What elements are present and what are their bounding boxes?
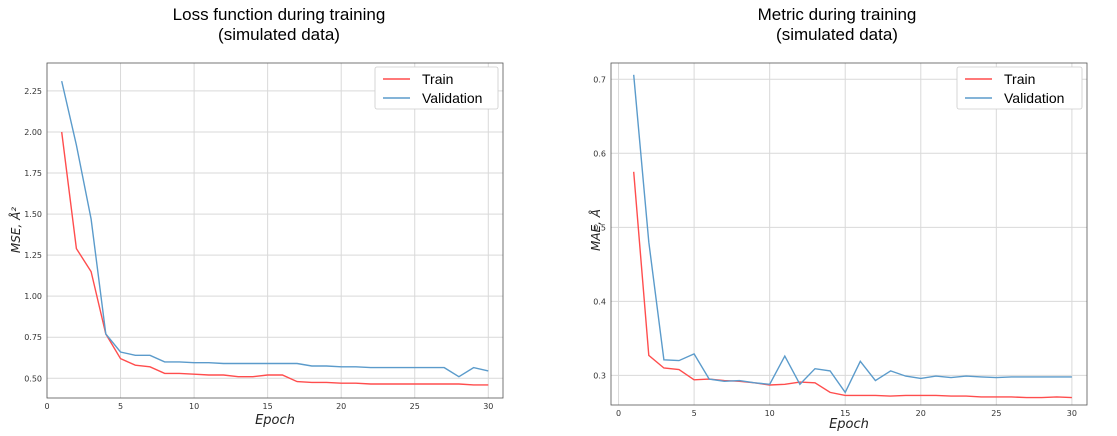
legend-entry: Train <box>422 71 453 87</box>
x-tick-label: 30 <box>483 402 493 411</box>
series-line-train <box>633 171 1072 399</box>
x-tick-label: 15 <box>263 402 273 411</box>
plot-frame <box>46 62 504 399</box>
x-tick-label: 25 <box>410 402 420 411</box>
y-axis-label: MSE, Å² <box>8 207 23 253</box>
y-tick-label: 2.25 <box>24 87 42 96</box>
chart-title: Metric during training (simulated data) <box>757 5 917 44</box>
x-tick-label: 10 <box>189 402 199 411</box>
y-tick-label: 0.3 <box>593 371 606 380</box>
x-tick-label: 20 <box>916 409 926 418</box>
legend-entry: Train <box>1004 71 1035 87</box>
legend-entry: Validation <box>1004 90 1064 106</box>
x-tick-label: 5 <box>692 409 697 418</box>
metric-chart: 0 5 10 15 20 25 30 0.3 0.4 0.5 0.6 0.7 Epoch MAE, Å Tr… <box>588 62 1088 432</box>
x-tick-label: 0 <box>616 409 621 418</box>
x-tick-label: 25 <box>991 409 1001 418</box>
series-line-validation <box>633 74 1072 394</box>
x-tick-label: 5 <box>118 402 123 411</box>
x-tick-label: 20 <box>336 402 346 411</box>
y-tick-label: 2.00 <box>24 128 42 137</box>
plot-frame <box>610 62 1088 406</box>
y-tick-label: 1.50 <box>24 210 42 219</box>
y-tick-label: 1.75 <box>24 169 42 178</box>
y-tick-label: 0.75 <box>24 333 42 342</box>
legend-entry: Validation <box>422 90 482 106</box>
series-line-train <box>61 131 489 386</box>
y-tick-label: 1.25 <box>24 251 42 260</box>
y-tick-label: 0.6 <box>593 149 606 158</box>
loss-chart: 0 5 10 15 20 25 30 0.50 0.75 1.00 1.25 1.50 1.75 2.00… <box>8 62 504 428</box>
x-axis-label: Epoch <box>255 413 295 428</box>
y-tick-label: 0.7 <box>593 75 606 84</box>
metric-chart-panel: Metric during training (simulated data) … <box>558 0 1116 436</box>
y-tick-label: 1.00 <box>24 292 42 301</box>
x-axis-label: Epoch <box>829 417 869 432</box>
y-tick-label: 0.5 <box>593 223 606 232</box>
y-tick-label: 0.50 <box>24 374 42 383</box>
loss-chart-panel: Loss function during training (simulated… <box>0 0 558 436</box>
chart-title: Loss function during training (simulated… <box>172 5 386 44</box>
x-tick-label: 30 <box>1067 409 1077 418</box>
x-tick-label: 0 <box>44 402 49 411</box>
y-axis-label: MAE, Å <box>588 209 603 251</box>
x-tick-label: 10 <box>765 409 775 418</box>
y-tick-label: 0.4 <box>593 297 606 306</box>
series-line-validation <box>61 80 489 378</box>
x-tick-label: 15 <box>840 409 850 418</box>
